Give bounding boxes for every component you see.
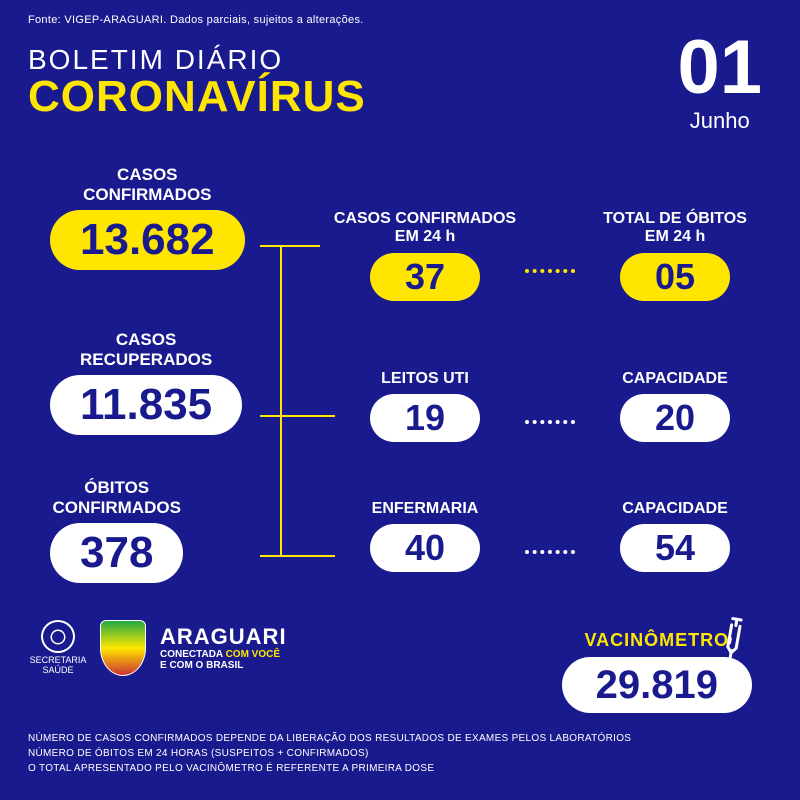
- date-month: Junho: [677, 108, 762, 134]
- pair-label: LEITOS UTI: [325, 370, 525, 388]
- footnote-line: NÚMERO DE CASOS CONFIRMADOS DEPENDE DA L…: [28, 731, 631, 746]
- source-note: Fonte: VIGEP-ARAGUARI. Dados parciais, s…: [28, 14, 364, 26]
- stat-obitos-confirmados: ÓBITOS CONFIRMADOS 378: [50, 478, 183, 583]
- brand-text: ARAGUARI CONECTADA COM VOCÊ E COM O BRAS…: [160, 625, 287, 671]
- vacinometro-value-pill: 29.819: [562, 657, 752, 713]
- connector-line: [260, 555, 280, 557]
- stat-label: CASOS RECUPERADOS: [50, 330, 242, 369]
- header-line-2: CORONAVÍRUS: [28, 72, 366, 122]
- connector-line: [260, 415, 280, 417]
- stat-casos-recuperados: CASOS RECUPERADOS 11.835: [50, 330, 242, 435]
- pair-left: CASOS CONFIRMADOS EM 24 h 37: [325, 210, 525, 301]
- pair-enfermaria: ENFERMARIA 40 CAPACIDADE 54: [320, 500, 780, 572]
- pair-value-pill: 20: [620, 394, 730, 442]
- pair-value-pill: 37: [370, 253, 480, 301]
- pair-label: CAPACIDADE: [575, 500, 775, 518]
- pair-right: TOTAL DE ÓBITOS EM 24 h 05: [575, 210, 775, 301]
- pair-label: TOTAL DE ÓBITOS EM 24 h: [575, 210, 775, 247]
- date-block: 01 Junho: [677, 30, 762, 134]
- city-tagline: CONECTADA COM VOCÊ: [160, 649, 287, 660]
- stat-value-pill: 13.682: [50, 210, 245, 270]
- pair-right: CAPACIDADE 20: [575, 370, 775, 442]
- pair-value-pill: 54: [620, 524, 730, 572]
- vacinometro-block: VACINÔMETRO 29.819: [562, 630, 752, 713]
- city-crest-icon: [100, 620, 146, 676]
- secretaria-label-bottom: SAÚDE: [42, 666, 73, 676]
- stat-label: CASOS CONFIRMADOS: [50, 165, 245, 204]
- stat-label: ÓBITOS CONFIRMADOS: [50, 478, 183, 517]
- vacinometro-label: VACINÔMETRO: [562, 630, 752, 651]
- pair-uti: LEITOS UTI 19 CAPACIDADE 20: [320, 370, 780, 442]
- dotted-connector: [525, 550, 575, 554]
- city-name: ARAGUARI: [160, 625, 287, 649]
- pair-24h: CASOS CONFIRMADOS EM 24 h 37 TOTAL DE ÓB…: [320, 210, 780, 301]
- footnote-line: O TOTAL APRESENTADO PELO VACINÔMETRO É R…: [28, 761, 631, 776]
- brand-block: SECRETARIA SAÚDE ARAGUARI CONECTADA COM …: [30, 620, 287, 676]
- stat-value-pill: 378: [50, 523, 183, 583]
- pair-value-pill: 19: [370, 394, 480, 442]
- connector-line: [280, 245, 282, 555]
- stat-value-pill: 11.835: [50, 375, 242, 435]
- pair-value-pill: 40: [370, 524, 480, 572]
- pair-value-pill: 05: [620, 253, 730, 301]
- pair-label: CAPACIDADE: [575, 370, 775, 388]
- circle-icon: [41, 620, 75, 653]
- stat-casos-confirmados: CASOS CONFIRMADOS 13.682: [50, 165, 245, 270]
- pair-label: ENFERMARIA: [325, 500, 525, 518]
- city-tagline-2: E COM O BRASIL: [160, 660, 287, 671]
- header: BOLETIM DIÁRIO CORONAVÍRUS: [28, 44, 366, 122]
- pair-left: ENFERMARIA 40: [325, 500, 525, 572]
- connector-line: [260, 245, 320, 247]
- footnote-line: NÚMERO DE ÓBITOS EM 24 HORAS (SUSPEITOS …: [28, 746, 631, 761]
- dotted-connector: [525, 269, 575, 273]
- tagline-part: CONECTADA: [160, 649, 226, 660]
- date-day: 01: [677, 30, 762, 106]
- footnotes: NÚMERO DE CASOS CONFIRMADOS DEPENDE DA L…: [28, 731, 631, 776]
- pair-right: CAPACIDADE 54: [575, 500, 775, 572]
- dotted-connector: [525, 420, 575, 424]
- pair-label: CASOS CONFIRMADOS EM 24 h: [325, 210, 525, 247]
- tagline-part: COM VOCÊ: [226, 649, 280, 660]
- pair-left: LEITOS UTI 19: [325, 370, 525, 442]
- secretaria-logo: SECRETARIA SAÚDE: [30, 620, 86, 676]
